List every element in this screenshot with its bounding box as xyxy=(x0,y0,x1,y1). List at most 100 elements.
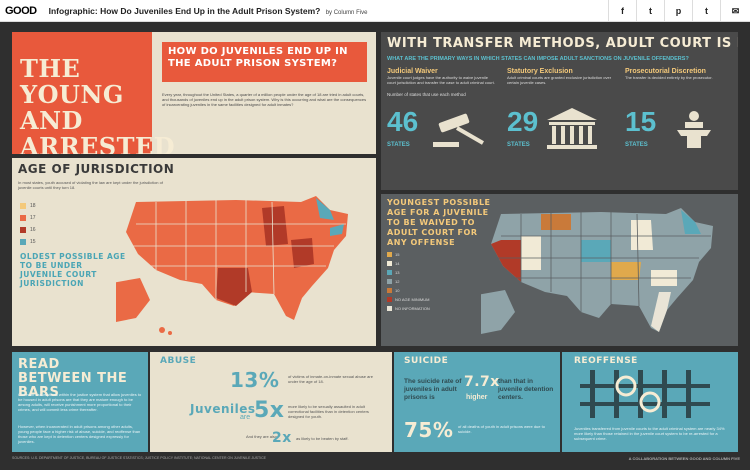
method-count: 46 xyxy=(387,106,419,137)
abuse-title: ABUSE xyxy=(160,356,197,366)
abuse-stat1: 13% xyxy=(230,368,280,392)
legend-item: 10 xyxy=(387,286,430,295)
map-borders xyxy=(132,200,346,300)
tumblr-icon[interactable]: t xyxy=(692,0,720,22)
read-panel: READ BETWEEN THE BARS Common assumptions… xyxy=(12,352,148,452)
read-body2: However, when incarcerated in adult pris… xyxy=(18,424,141,444)
suicide-higher: higher xyxy=(466,394,488,401)
legend-item: 15 xyxy=(387,250,430,259)
method-judicial: Judicial Waiver Juvenile court judges ha… xyxy=(387,68,497,85)
method-statutory: Statutory Exclusion Adult criminal court… xyxy=(507,68,617,85)
legend-item: 13 xyxy=(387,268,430,277)
abuse-stat1-desc: of victims of inmate-on-inmate sexual ab… xyxy=(288,374,373,384)
suicide-title: SUICIDE xyxy=(404,356,449,366)
map-region-14 xyxy=(631,220,653,250)
abuse-stat2-desc: more likely to be sexually assaulted in … xyxy=(288,404,369,419)
legend-item: 14 xyxy=(387,259,430,268)
legend-swatch xyxy=(20,239,26,245)
us-jurisdiction-map xyxy=(116,196,348,335)
map-region-13 xyxy=(581,240,611,262)
method-unit: STATES xyxy=(387,142,410,148)
suicide-stat2-desc: of all deaths of youth in adult prisons … xyxy=(458,424,545,434)
transfer-title: WITH TRANSFER METHODS, ADULT COURT IS PO… xyxy=(387,36,738,51)
abuse-panel: ABUSE 13% of victims of inmate-on-inmate… xyxy=(150,352,392,452)
infographic: THE YOUNG AND ARRESTED HOW DO JUVENILES … xyxy=(0,22,750,470)
footer-sources: SOURCES: U.S. DEPARTMENT OF JUSTICE, BUR… xyxy=(12,456,266,460)
legend-swatch xyxy=(20,203,26,209)
map-hawaii xyxy=(168,331,172,335)
legend-swatch xyxy=(20,227,26,233)
map-region-13 xyxy=(681,210,701,234)
method-desc: Juvenile court judges have the authority… xyxy=(387,75,495,85)
method-unit: STATES xyxy=(625,142,648,148)
map-region-15 xyxy=(330,224,344,236)
abuse-stat3-pre: And they are also xyxy=(246,434,278,439)
method-unit: STATES xyxy=(507,142,530,148)
reoffense-title: REOFFENSE xyxy=(574,356,638,366)
abuse-stat3-desc: as likely to be beaten by staff. xyxy=(296,436,349,441)
twitter-icon[interactable]: t xyxy=(636,0,664,22)
courthouse-icon xyxy=(547,108,597,149)
email-icon[interactable]: ✉ xyxy=(720,0,750,22)
map-land-17 xyxy=(126,196,348,320)
read-title: READ BETWEEN THE BARS xyxy=(18,357,128,400)
method-count: 15 xyxy=(625,106,657,137)
suicide-stat: 7.7x xyxy=(464,374,500,390)
legend-swatch xyxy=(387,261,392,266)
legend-item: 12 xyxy=(387,277,430,286)
facebook-icon[interactable]: f xyxy=(608,0,636,22)
legend-item: NO INFORMATION xyxy=(387,304,430,313)
youngest-legend: 15 14 13 12 10 NO AGE MINIMUM NO INFORMA… xyxy=(387,250,430,313)
page-title: Infographic: How Do Juveniles End Up in … xyxy=(48,5,368,16)
suicide-stat2: 75% xyxy=(404,418,454,442)
map-region-16 xyxy=(216,268,252,306)
legend-swatch xyxy=(387,288,392,293)
legend-item: 16 xyxy=(20,224,36,236)
abuse-stat3: 2x xyxy=(272,430,292,446)
map-region-no-minimum xyxy=(491,240,521,282)
legend-swatch xyxy=(387,252,392,257)
map-region-15 xyxy=(611,262,641,280)
legend-item: 15 xyxy=(20,236,36,248)
legend-swatch xyxy=(387,279,392,284)
lectern-icon xyxy=(677,111,711,148)
intro-title: THE YOUNG AND ARRESTED xyxy=(20,54,176,155)
map-region-16 xyxy=(291,238,314,268)
method-name: Judicial Waiver xyxy=(387,68,438,75)
gavel-icon xyxy=(433,113,484,147)
intro-title-block xyxy=(12,32,152,154)
handcuffs-bars-icon xyxy=(580,370,710,418)
youngest-panel: YOUNGEST POSSIBLE AGE FOR A JUVENILE TO … xyxy=(381,194,738,346)
top-bar: GOOD Infographic: How Do Juveniles End U… xyxy=(0,0,750,22)
method-desc: The transfer is decided entirely by the … xyxy=(625,75,713,80)
map-region-no-information xyxy=(651,292,671,332)
footer-credit: A COLLABORATION BETWEEN GOOD AND COLUMN … xyxy=(628,456,740,461)
brand-logo[interactable]: GOOD xyxy=(5,4,37,17)
jurisdiction-panel: AGE OF JURISDICTION In most states, yout… xyxy=(12,158,376,346)
abuse-stat2: 5x xyxy=(254,398,285,423)
byline[interactable]: by Column Five xyxy=(325,9,368,16)
count-label: Number of states that use each method xyxy=(387,92,466,97)
map-hawaii xyxy=(159,327,165,333)
legend-item: 17 xyxy=(20,212,36,224)
map-region-15 xyxy=(316,198,334,220)
jurisdiction-title: AGE OF JURISDICTION xyxy=(18,162,175,176)
intro-body: Every year, throughout the United States… xyxy=(162,92,367,107)
legend-swatch xyxy=(387,306,392,311)
map-borders xyxy=(497,212,711,312)
intro-question: HOW DO JUVENILES END UP IN THE ADULT PRI… xyxy=(162,42,367,82)
pinterest-icon[interactable]: p xyxy=(664,0,692,22)
abuse-stat2-are: are xyxy=(240,414,251,421)
map-region-10 xyxy=(541,214,571,230)
method-name: Prosecutorial Discretion xyxy=(625,68,706,75)
map-region-14 xyxy=(521,236,541,270)
suicide-text-post: than that in juvenile detention centers. xyxy=(498,378,554,401)
reoffense-desc: Juveniles transferred from juvenile cour… xyxy=(574,426,725,441)
jurisdiction-legend: 18 17 16 15 xyxy=(20,200,36,248)
map-alaska xyxy=(481,290,515,334)
suicide-text-pre: The suicide rate of juveniles in adult p… xyxy=(404,378,462,401)
read-body1: Common assumptions within the justice sy… xyxy=(18,392,142,412)
legend-item: 18 xyxy=(20,200,36,212)
abuse-stat2-pre: Juveniles xyxy=(190,402,256,416)
method-desc: Adult criminal courts are granted exclus… xyxy=(507,75,612,85)
